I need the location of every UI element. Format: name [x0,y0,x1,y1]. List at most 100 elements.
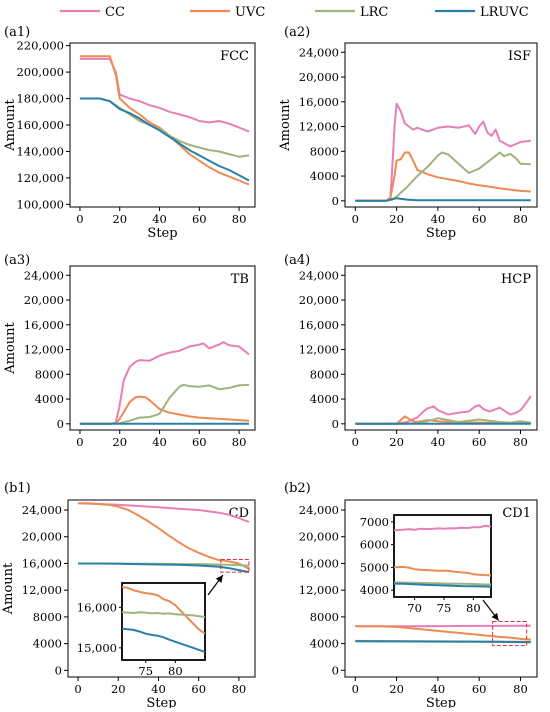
panel-title-a2: ISF [508,49,531,64]
inset-b2-series-uvc [394,565,491,577]
ytick-label-a3: 4000 [35,392,64,406]
inset-arrowhead-b2 [491,612,499,621]
ytick-label-a1: 120,000 [16,171,64,185]
xtick-label-a3: 0 [76,435,83,449]
ytick-label-b1: 16,000 [22,556,62,570]
inset-b1-series-cc [122,303,205,356]
xtick-label-a3: 60 [192,435,207,449]
ytick-label-a3: 20,000 [24,293,64,307]
ytick-label-a2: 20,000 [299,70,339,84]
xtick-label-a2: 0 [352,212,359,226]
plot-frame-b2 [344,499,538,678]
ytick-label-a1: 180,000 [16,92,64,106]
xtick-label-b1: 80 [232,682,247,696]
xtick-label-b1: 40 [151,682,166,696]
ytick-label-a2: 4000 [310,169,339,183]
b2-series-uvc [355,625,531,641]
inset-b1: 15,000 16,000 75 80 [77,303,206,678]
a3-series-uvc [79,395,250,425]
panel-a1: (a1) 100,000 120,000 140,000 160,000 180,000 2… [3,25,256,241]
inset-xtick-label-b1: 75 [138,664,153,678]
ytick-label-a4: 12,000 [299,343,339,357]
xtick-label-b2: 20 [389,682,404,696]
xtick-label-a1: 60 [192,212,207,226]
ytick-label-a2: 16,000 [299,95,339,109]
ytick-label-a2: 24,000 [299,45,339,59]
xtick-label-a4: 40 [431,435,446,449]
panel-b2: (b2) 0 4000 8000 12,000 16,000 20,000 24,000 0 20… [284,481,538,711]
xtick-label-a4: 60 [472,435,487,449]
ytick-label-a1: 100,000 [16,197,64,211]
xtick-label-b2: 40 [431,682,446,696]
xtick-label-a3: 80 [232,435,247,449]
a1-series-lrc [79,97,250,158]
panel-label-b2: (b2) [284,481,311,496]
ytick-label-b2: 20,000 [299,530,339,544]
legend-label-uvc: UVC [235,5,265,20]
xlabel-b1: Step [146,696,176,708]
legend-label-lruvc: LRUVC [480,5,529,20]
ylabel-b1: Amount [1,562,16,615]
xtick-label-b2: 80 [513,682,528,696]
panel-a2: (a2) 0 4000 8000 12,000 16,000 20,000 24,000 0 20… [278,25,538,241]
a2-series-uvc [355,151,531,202]
zoom-region-b1 [220,558,250,573]
xtick-label-b1: 60 [191,682,206,696]
ytick-label-b2: 16,000 [299,556,339,570]
inset-b2-series-lruvc [394,582,491,588]
xtick-label-a3: 40 [152,435,167,449]
panel-a4: (a4) 0 4000 8000 12,000 16,000 20,000 24,000 0 20… [284,253,538,449]
ylabel-a3: Amount [3,321,18,374]
inset-b1-series-uvc [122,586,205,635]
ytick-label-b2: 0 [332,663,339,677]
panel-label-a3: (a3) [4,253,30,268]
xtick-label-a1: 20 [112,212,127,226]
ytick-label-a2: 0 [332,194,339,208]
ylabel-a2: Amount [278,98,293,151]
a1-series-cc [79,57,250,133]
ytick-label-a4: 16,000 [299,318,339,332]
panel-label-a1: (a1) [4,25,30,40]
panel-title-a3: TB [231,272,249,287]
legend: CC UVC LRC LRUVC [60,5,529,20]
ytick-label-a3: 0 [57,417,64,431]
xtick-label-a4: 80 [513,435,528,449]
ytick-label-a4: 20,000 [299,293,339,307]
ytick-label-a1: 140,000 [16,144,64,158]
ytick-label-b1: 12,000 [22,583,62,597]
xtick-label-a1: 40 [152,212,167,226]
a2-series-cc [355,102,531,202]
xtick-label-a2: 80 [513,212,528,226]
panel-a3: (a3) 0 4000 8000 12,000 16,000 20,000 24,000 0 20… [3,253,256,449]
b2-series-lruvc [355,640,531,644]
inset-ytick-label-b1: 16,000 [77,600,117,614]
a1-series-uvc [79,55,250,186]
inset-ytick-label-b2: 7000 [360,515,389,529]
inset-b1-series-lruvc [122,627,205,653]
a3-series-lrc [79,383,250,425]
ytick-label-a3: 16,000 [24,318,64,332]
ytick-label-a4: 0 [332,417,339,431]
a1-series-lruvc [79,97,250,182]
ytick-label-b2: 24,000 [299,503,339,517]
panel-title-b2: CD1 [502,506,531,521]
xtick-label-b1: 0 [74,682,81,696]
ytick-label-b1: 20,000 [22,530,62,544]
ytick-label-b1: 4000 [33,637,62,651]
xlabel-a2: Step [426,226,456,241]
inset-ytick-label-b2: 4000 [360,583,389,597]
ytick-label-a4: 24,000 [299,268,339,282]
panel-title-a1: FCC [220,49,249,64]
xtick-label-b1: 20 [111,682,126,696]
inset-xtick-label-b2: 80 [466,601,481,615]
xtick-label-a1: 80 [232,212,247,226]
xtick-label-a2: 40 [431,212,446,226]
inset-b1-series-lrc [122,611,205,618]
panel-label-a4: (a4) [284,253,310,268]
ytick-label-a1: 160,000 [16,118,64,132]
plot-frame-a4 [344,265,538,431]
xtick-label-a3: 20 [112,435,127,449]
zoom-region-b2 [492,621,528,647]
